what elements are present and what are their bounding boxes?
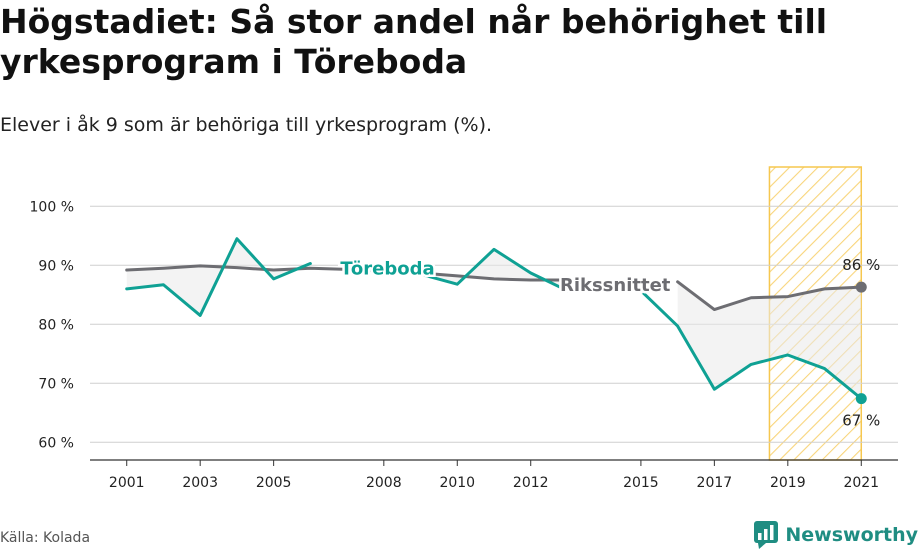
x-tick-label: 2010 — [439, 475, 475, 491]
x-tick-label: 2021 — [843, 475, 879, 491]
toreboda-line — [419, 247, 569, 293]
series-label-toreboda: Töreboda — [340, 258, 434, 279]
difference-area — [677, 281, 862, 399]
x-tick-label: 2017 — [697, 475, 733, 491]
y-tick-label: 80 % — [38, 317, 74, 333]
y-tick-label: 90 % — [38, 258, 74, 274]
brand-name: Newsworthy — [785, 524, 918, 546]
chart-title: Högstadiet: Så stor andel når behörighet… — [0, 2, 828, 81]
toreboda-line — [125, 237, 312, 317]
toreboda-line — [639, 289, 863, 401]
newsworthy-logo: Newsworthy — [753, 520, 918, 550]
newsworthy-logo-icon — [754, 521, 779, 549]
chart-subtitle: Elever i åk 9 som är behöriga till yrkes… — [0, 114, 493, 136]
x-tick-label: 2003 — [182, 475, 218, 491]
x-tick-label: 2001 — [109, 475, 145, 491]
x-tick-label: 2008 — [366, 475, 402, 491]
x-tick-label: 2019 — [770, 475, 806, 491]
line-chart: 2001 2003 2005 2008 2010 2012 2015 2017 2019 2021… — [30, 166, 898, 491]
source-note: Källa: Kolada — [0, 530, 91, 546]
x-tick-label: 2015 — [623, 475, 659, 491]
difference-area — [420, 249, 568, 291]
end-label-rikssnittet: 86 % — [842, 256, 880, 274]
series-label-rikssnittet: Rikssnittet — [560, 275, 671, 296]
y-tick-label: 60 % — [38, 435, 74, 451]
rikssnittet-line — [125, 264, 569, 282]
y-tick-label: 70 % — [38, 376, 74, 392]
x-tick-label: 2012 — [513, 475, 549, 491]
rikssnittet-line — [676, 280, 863, 312]
y-tick-label: 100 % — [30, 199, 74, 215]
toreboda-end-point — [855, 393, 867, 405]
end-label-toreboda: 67 % — [842, 412, 880, 430]
x-tick-label: 2005 — [256, 475, 292, 491]
rikssnittet-end-point — [855, 281, 867, 293]
